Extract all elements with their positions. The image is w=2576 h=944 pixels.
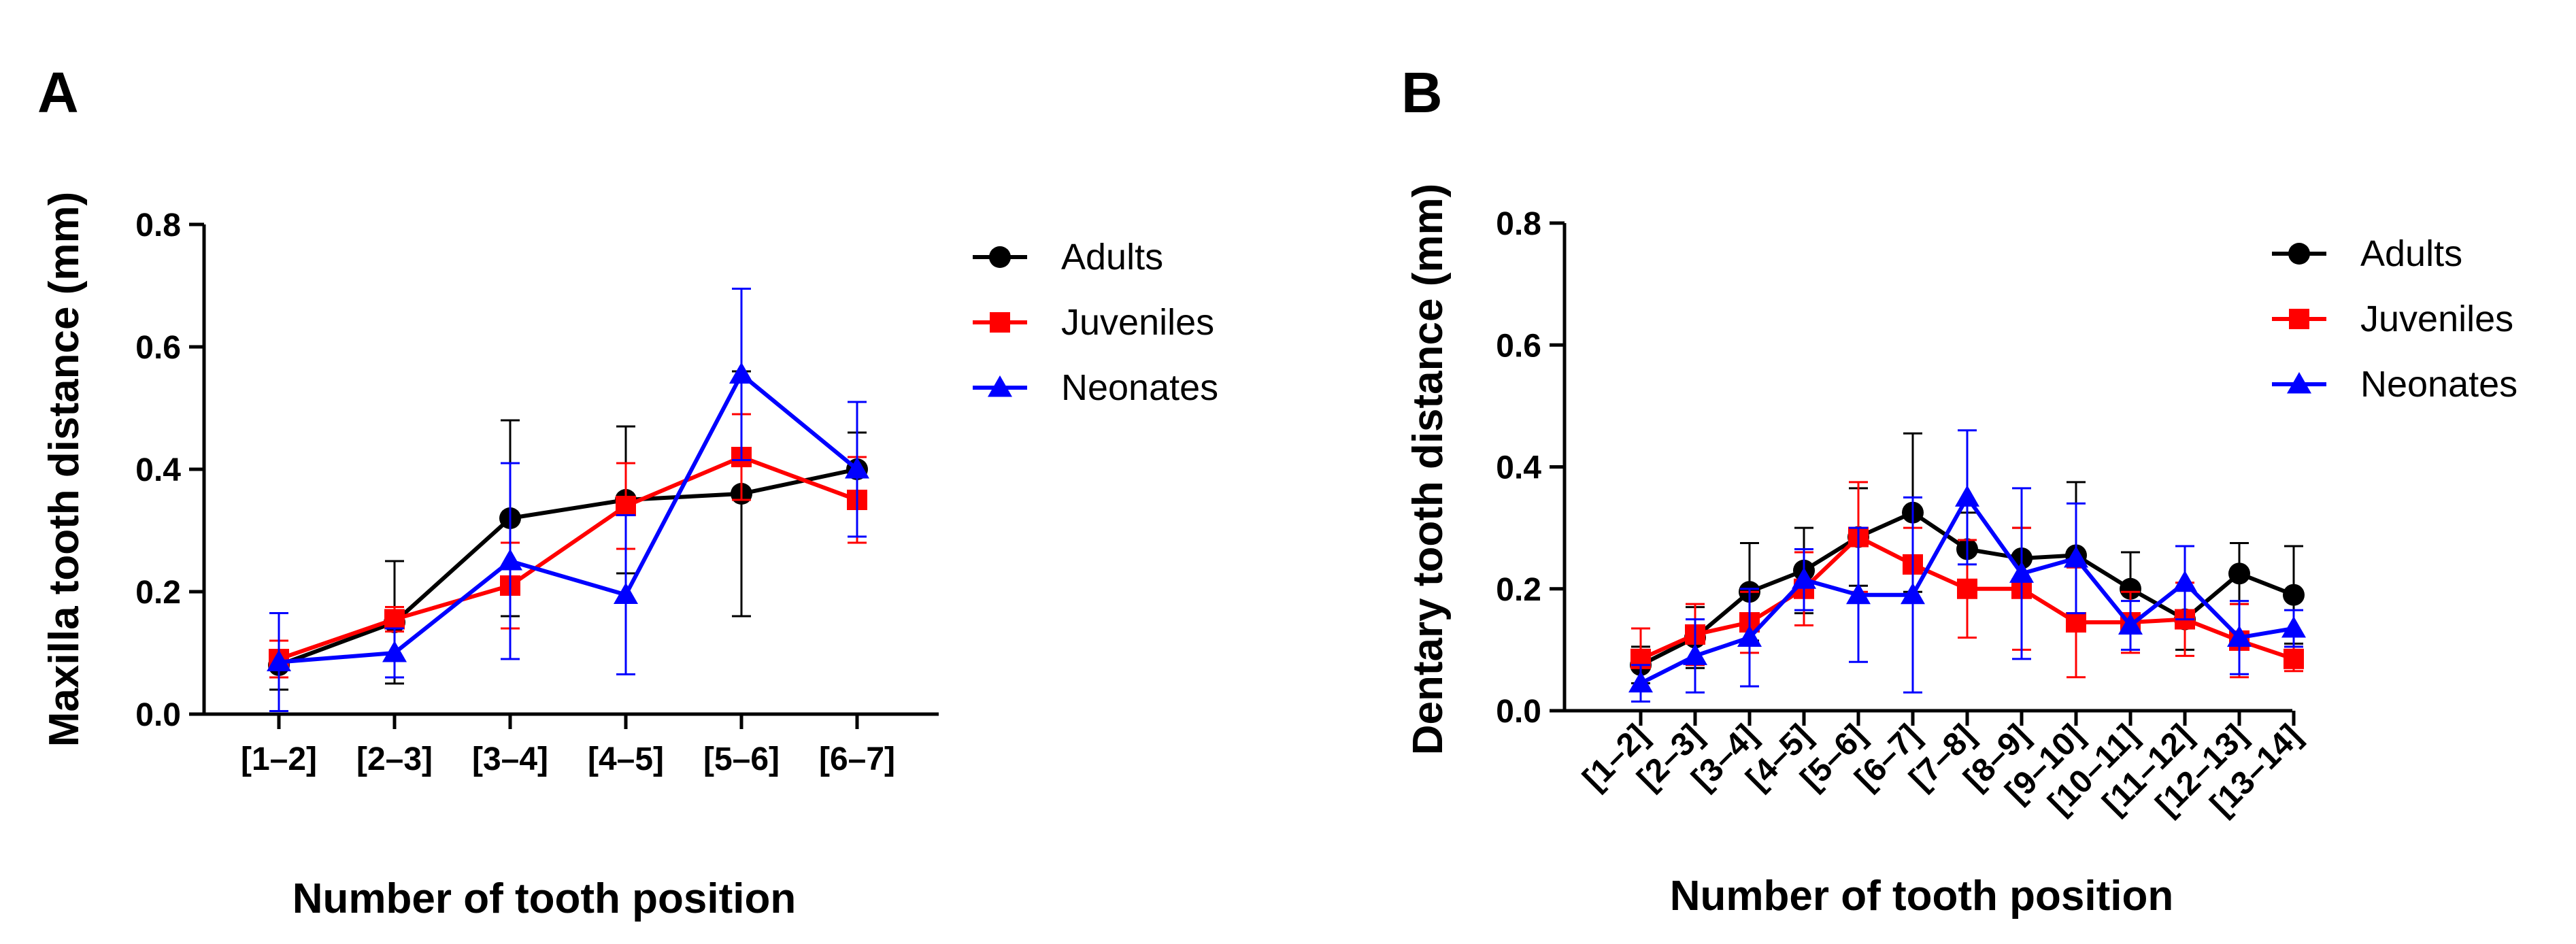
panel-a-x-tick-label: [3–4]: [472, 741, 548, 777]
panel-b-neonates-point: [1737, 625, 1762, 647]
panel-b-juveniles-point: [2284, 648, 2304, 669]
panel-b-neonates-point: [1792, 567, 1816, 589]
panel-a-x-axis-title: Number of tooth position: [292, 875, 796, 922]
panel-a-plot: 0.0 0.2 0.4 0.6 0.8 [1–2] [2–3] [3–4] [4–5] [5–6]…: [135, 207, 939, 777]
panel-a-x-tick-label: [2–3]: [356, 741, 433, 777]
panel-a-neonates-point: [845, 457, 869, 479]
panel-b-y-tick-label: 0.6: [1496, 328, 1541, 364]
panel-a-legend-juveniles-marker: [990, 312, 1010, 333]
panel-b-legend-juveniles: Juveniles: [2272, 299, 2513, 339]
panel-b-legend-juveniles-label: Juveniles: [2360, 299, 2513, 339]
panel-b-x-axis-title: Number of tooth position: [1670, 873, 2173, 920]
panel-a-series-adults: [268, 370, 868, 691]
panel-b-adults-point: [2283, 584, 2305, 606]
panel-b-legend-neonates: Neonates: [2272, 364, 2518, 405]
panel-a-legend-adults-marker: [989, 246, 1011, 268]
panel-b-neonates-point: [2009, 561, 2034, 583]
panel-b-neonates-point: [2064, 545, 2088, 568]
panel-a-legend-neonates: Neonates: [973, 367, 1218, 408]
panel-a-legend-neonates-label: Neonates: [1061, 367, 1218, 408]
panel-a-juveniles-point: [616, 496, 636, 516]
panel-b-neonates-point: [1901, 582, 1925, 605]
panel-a-legend-juveniles-label: Juveniles: [1061, 302, 1214, 343]
panel-a-y-tick-label: 0.4: [135, 452, 181, 488]
panel-a-y-axis-title: Maxilla tooth distance (mm): [41, 192, 88, 747]
panel-a-y-tick-label: 0.2: [135, 575, 181, 611]
panel-a-x-tick-label: [6–7]: [819, 741, 895, 777]
panel-b-neonates-point: [2281, 616, 2306, 638]
panel-a-x-tick-label: [5–6]: [703, 741, 780, 777]
panel-b-legend-juveniles-marker: [2289, 309, 2309, 329]
panel-a-legend-adults-label: Adults: [1061, 237, 1163, 277]
panel-b-legend-neonates-marker: [2287, 372, 2311, 394]
panel-a-x-tick-label: [4–5]: [588, 741, 664, 777]
panel-a-letter: A: [37, 61, 79, 124]
panel-b-juveniles-point: [1957, 578, 1977, 599]
panel-b-y-tick-label: 0.4: [1496, 450, 1541, 486]
panel-b-y-tick-label: 0.0: [1496, 694, 1541, 730]
panel-a: A Maxilla tooth distance (mm) Number of …: [37, 61, 1218, 922]
panel-b-series-neonates: [1628, 429, 2306, 703]
panel-b-legend: Adults Juveniles Neonates: [2272, 233, 2518, 405]
panel-a-y-tick-label: 0.8: [135, 207, 181, 243]
panel-a-adults-line: [278, 467, 858, 667]
panel-b-adults-point: [2228, 562, 2250, 585]
panel-a-neonates-point: [614, 582, 638, 604]
panel-b-y-axis-title: Dentary tooth distance (mm): [1405, 184, 1452, 756]
panel-a-x-tick-label: [1–2]: [241, 741, 317, 777]
panel-a-series-neonates: [267, 288, 869, 712]
panel-b-legend-adults: Adults: [2272, 233, 2462, 274]
panel-a-y-tick-label: 0.0: [135, 697, 181, 733]
panel-a-legend: Adults Juveniles Neonates: [973, 237, 1218, 408]
panel-a-legend-adults: Adults: [973, 237, 1163, 277]
panel-a-y-tick-label: 0.6: [135, 330, 181, 366]
panel-a-neonates-point: [729, 362, 754, 384]
panel-b-neonates-point: [1683, 643, 1707, 665]
panel-b-legend-adults-marker: [2288, 243, 2310, 265]
panel-b: B Dentary tooth distance (mm) Number of …: [1401, 61, 2518, 920]
panel-a-neonates-point: [382, 641, 407, 662]
panel-a-neonates-point: [498, 549, 522, 571]
panel-b-neonates-point: [2173, 570, 2197, 592]
panel-b-y-tick-label: 0.8: [1496, 206, 1541, 242]
panel-b-neonates-point: [2227, 625, 2252, 647]
panel-b-legend-adults-label: Adults: [2360, 233, 2462, 274]
panel-a-juveniles-point: [384, 609, 405, 630]
panel-b-y-tick-label: 0.2: [1496, 572, 1541, 608]
panel-b-neonates-point: [1628, 671, 1653, 693]
panel-b-neonates-point: [1846, 582, 1871, 605]
panel-b-plot: 0.00.20.40.60.8[1–2][2–3][3–4][4–5][5–6]…: [1496, 206, 2309, 823]
panel-a-neonates-line: [278, 372, 858, 664]
panel-b-neonates-point: [1955, 485, 1979, 507]
panel-a-juveniles-line: [278, 455, 858, 661]
panel-b-adults-point: [2120, 577, 2141, 600]
panel-a-legend-juveniles: Juveniles: [973, 302, 1214, 343]
panel-a-series-juveniles: [269, 413, 867, 679]
panel-a-neonates-point: [267, 650, 291, 671]
panel-b-letter: B: [1401, 61, 1443, 124]
panel-b-legend-neonates-label: Neonates: [2360, 364, 2518, 405]
panel-b-juveniles-point: [2066, 612, 2086, 633]
panel-a-legend-neonates-marker: [988, 375, 1012, 397]
panel-b-neonates-point: [2118, 613, 2143, 635]
